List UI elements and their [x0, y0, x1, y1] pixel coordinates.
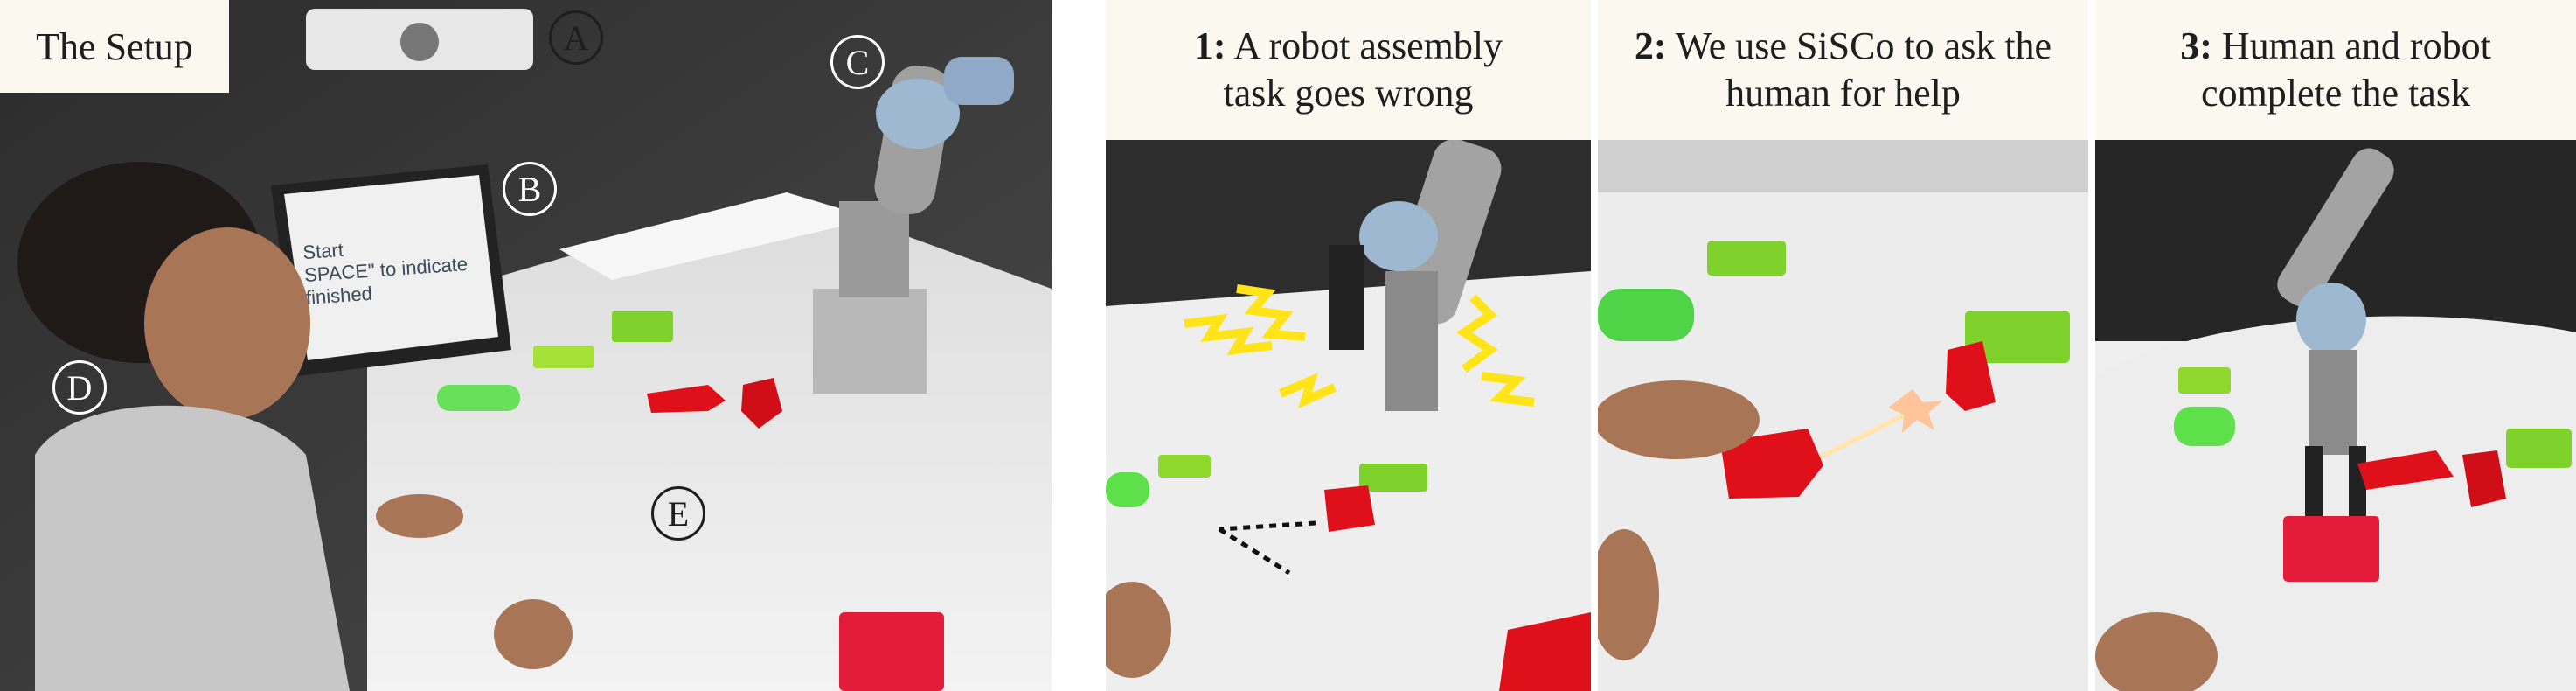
- step-1-panel: 1: A robot assembly task goes wrong: [1106, 0, 1591, 691]
- callout-e: E: [651, 486, 705, 541]
- callout-a: A: [549, 10, 603, 65]
- step-1-number: 1:: [1193, 24, 1226, 67]
- step-1-line-2: task goes wrong: [1223, 72, 1474, 115]
- callout-c: C: [830, 35, 885, 89]
- step-3-line-2: complete the task: [2201, 72, 2470, 115]
- setup-title: The Setup: [0, 0, 229, 93]
- callout-b: B: [503, 162, 557, 216]
- step-2-photo: [1598, 140, 2088, 691]
- callout-d: D: [52, 360, 107, 415]
- step-2-line-2: human for help: [1725, 72, 1961, 115]
- step-3-caption: 3: Human and robot complete the task: [2095, 0, 2576, 140]
- step-3-photo: [2095, 140, 2576, 691]
- step-3-number: 3:: [2180, 24, 2212, 67]
- monitor-screen-text: Start SPACE" to indicate finished: [302, 227, 508, 310]
- step-3-panel: 3: Human and robot complete the task: [2095, 0, 2576, 691]
- step-3-line-1: Human and robot: [2211, 24, 2491, 67]
- step-1-photo: [1106, 140, 1591, 691]
- setup-panel: The Setup Start SPACE" to indicate finis…: [0, 0, 1052, 691]
- step-2-number: 2:: [1634, 24, 1667, 67]
- step-2-panel: 2: We use SiSCo to ask the human for hel…: [1598, 0, 2088, 691]
- step-1-caption: 1: A robot assembly task goes wrong: [1106, 0, 1591, 140]
- step-2-caption: 2: We use SiSCo to ask the human for hel…: [1598, 0, 2088, 140]
- step-1-line-1: A robot assembly: [1226, 24, 1503, 67]
- setup-photo: [0, 0, 1052, 691]
- step-2-line-1: We use SiSCo to ask the: [1666, 24, 2052, 67]
